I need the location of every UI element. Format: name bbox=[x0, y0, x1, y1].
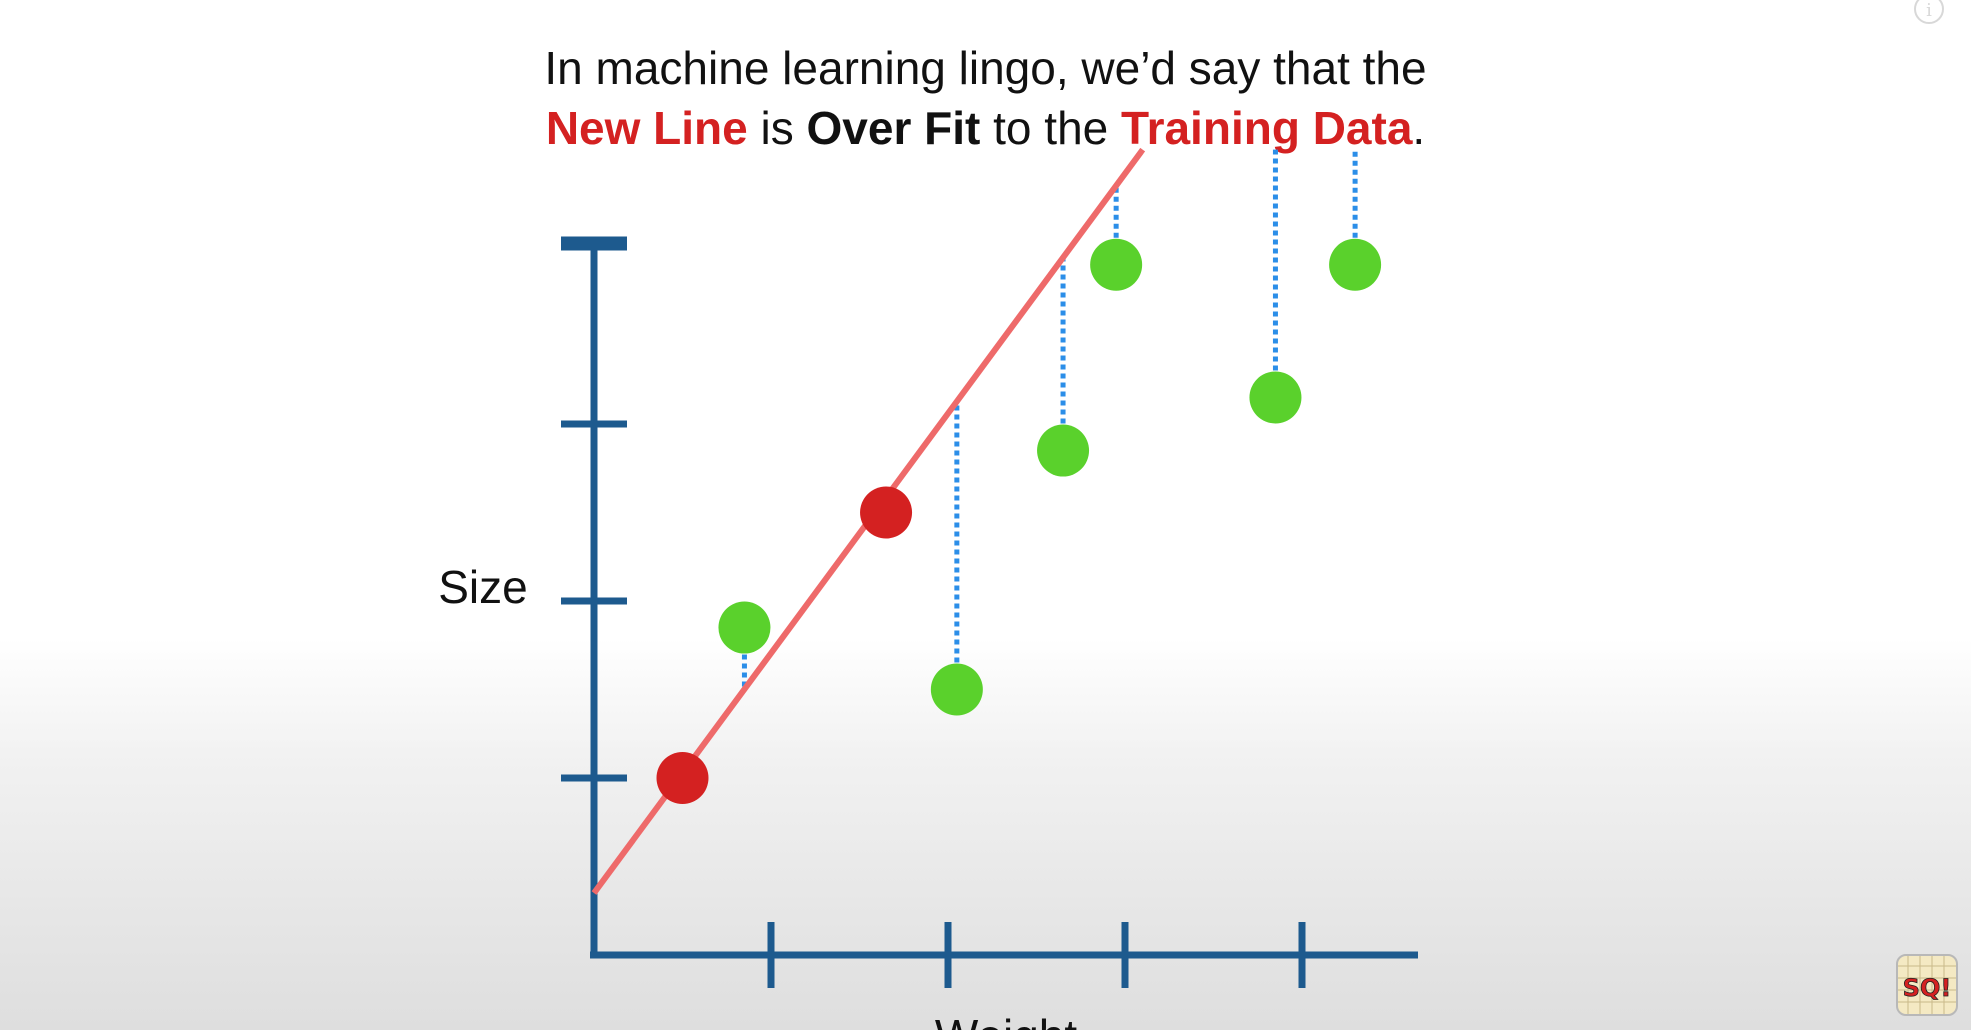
testing-point bbox=[718, 601, 771, 654]
caption-line-2: New Line is Over Fit to the Training Dat… bbox=[0, 98, 1971, 158]
y-ticks bbox=[561, 243, 627, 782]
training-point bbox=[860, 486, 913, 539]
testing-point bbox=[1249, 371, 1302, 424]
caption-period: . bbox=[1412, 102, 1426, 154]
caption-text-to-the: to the bbox=[980, 102, 1122, 154]
training-data-term: Training Data bbox=[1121, 102, 1413, 154]
info-icon[interactable]: i bbox=[1914, 0, 1944, 24]
channel-logo[interactable]: SQ! bbox=[1896, 954, 1958, 1016]
logo-graphic: SQ! bbox=[1898, 956, 1956, 1014]
caption: In machine learning lingo, we’d say that… bbox=[0, 38, 1971, 158]
testing-point bbox=[1329, 238, 1382, 291]
data-points bbox=[656, 238, 1382, 804]
testing-point bbox=[1037, 424, 1090, 477]
axes bbox=[561, 236, 1418, 988]
caption-text-is: is bbox=[747, 102, 807, 154]
over-fit-term: Over Fit bbox=[806, 102, 981, 154]
y-axis-label: Size bbox=[438, 561, 527, 613]
x-ticks bbox=[767, 922, 1306, 988]
caption-line-1: In machine learning lingo, we’d say that… bbox=[544, 42, 1427, 94]
x-axis-label: Weight bbox=[935, 1010, 1078, 1030]
logo-text: SQ! bbox=[1903, 974, 1952, 1002]
testing-point bbox=[930, 663, 983, 716]
training-point bbox=[656, 752, 709, 804]
new-line-term: New Line bbox=[545, 102, 748, 154]
testing-point bbox=[1090, 238, 1143, 291]
